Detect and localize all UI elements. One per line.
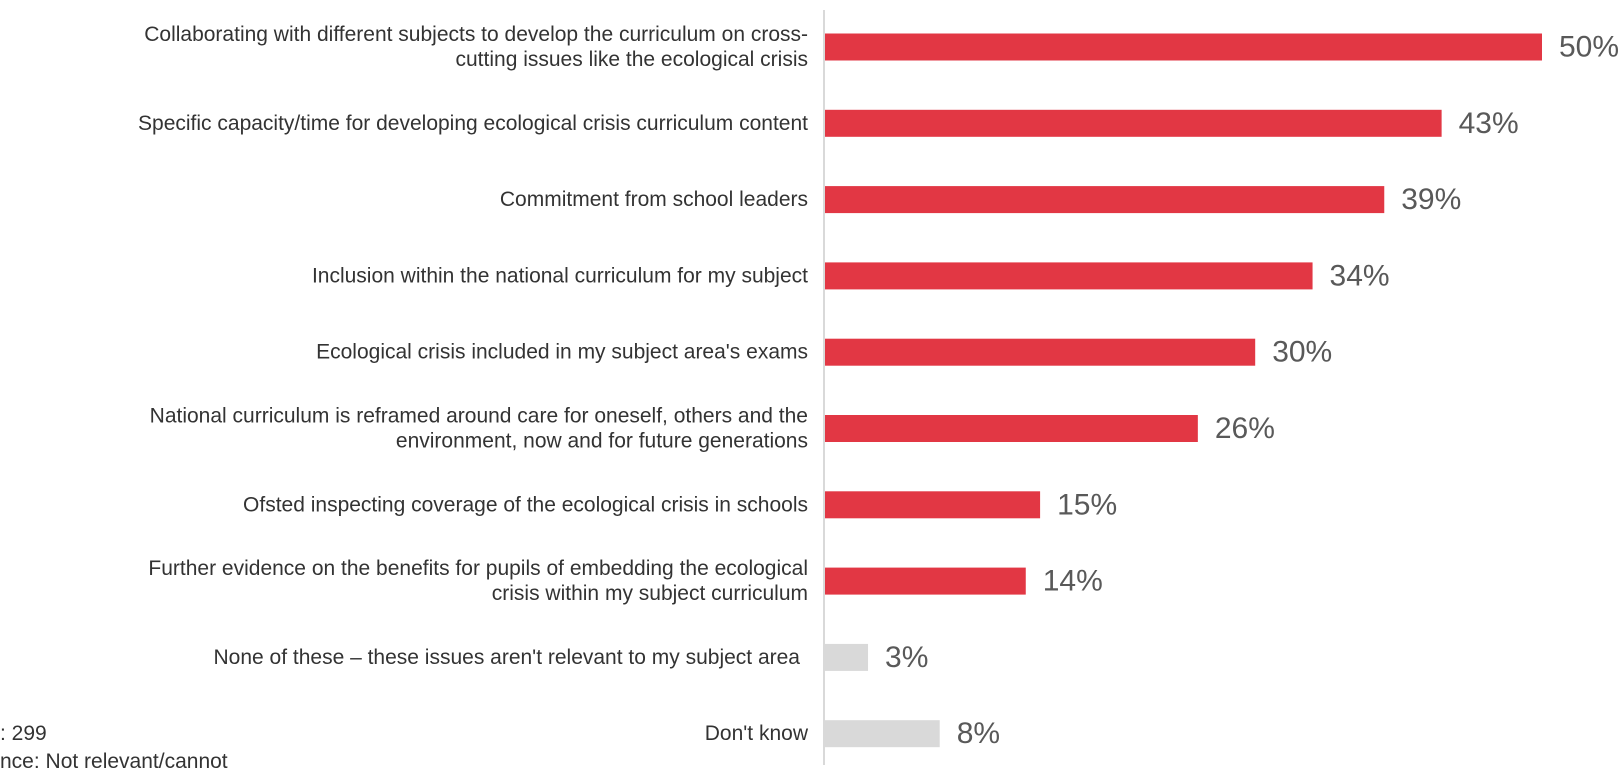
category-label-1-line-2: cutting issues like the ecological crisi…: [456, 48, 809, 71]
category-label-6-line-1: National curriculum is reframed around c…: [150, 405, 808, 428]
bar-3: [825, 186, 1385, 214]
category-label-10: Don't know: [705, 722, 809, 745]
bar-5: [825, 338, 1256, 366]
bar-1: [825, 33, 1542, 61]
category-label-3: Commitment from school leaders: [500, 188, 808, 211]
category-label-2: Specific capacity/time for developing ec…: [138, 112, 808, 135]
value-label-4: 34%: [1330, 259, 1390, 292]
value-label-6: 26%: [1215, 412, 1275, 445]
category-label-8-line-2: crisis within my subject curriculum: [492, 582, 808, 605]
category-label-9: None of these – these issues aren't rele…: [213, 646, 800, 669]
bar-2: [825, 109, 1442, 137]
bar-8: [825, 567, 1026, 595]
value-label-9: 3%: [885, 641, 928, 674]
category-label-1-line-1: Collaborating with different subjects to…: [144, 23, 808, 46]
bar-7: [825, 491, 1041, 519]
category-label-6-line-2: environment, now and for future generati…: [396, 430, 808, 453]
bar-10: [825, 720, 940, 748]
category-labels-group: Collaborating with different subjects to…: [138, 23, 809, 745]
category-label-5: Ecological crisis included in my subject…: [316, 341, 808, 364]
bar-9: [825, 643, 869, 671]
category-label-7: Ofsted inspecting coverage of the ecolog…: [243, 493, 808, 516]
category-label-4: Inclusion within the national curriculum…: [312, 264, 808, 287]
value-label-10: 8%: [957, 717, 1000, 750]
bars-group: [825, 33, 1542, 748]
bar-4: [825, 262, 1313, 290]
value-label-8: 14%: [1043, 565, 1103, 598]
base-size-note: : 299: [0, 722, 47, 745]
bar-6: [825, 415, 1198, 442]
value-labels-group: 50% 43% 39% 34% 30% 26% 15% 14% 3% 8%: [885, 31, 1619, 751]
value-label-5: 30%: [1272, 336, 1332, 369]
value-label-1: 50%: [1559, 31, 1619, 64]
value-label-3: 39%: [1401, 183, 1461, 216]
excluded-responses-note: nce: Not relevant/cannot: [0, 750, 228, 773]
value-label-2: 43%: [1459, 107, 1519, 140]
value-label-7: 15%: [1057, 488, 1117, 521]
category-label-8-line-1: Further evidence on the benefits for pup…: [148, 557, 808, 580]
